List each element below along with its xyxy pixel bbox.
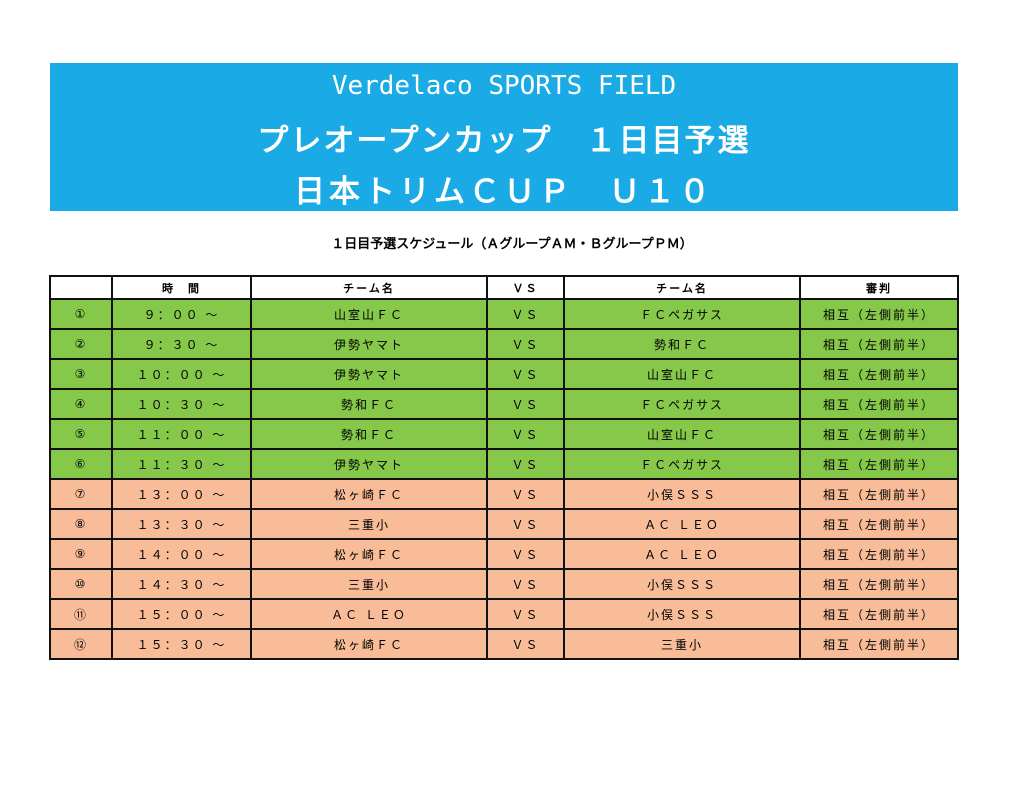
team-away: 小俣ＳＳＳ bbox=[563, 568, 801, 600]
venue-title: Verdelaco SPORTS FIELD bbox=[331, 71, 677, 101]
referee-cell: 相互（左側前半） bbox=[799, 298, 959, 330]
event-title: プレオープンカップ １日目予選 bbox=[257, 123, 751, 159]
table-row: ⑩ １４：３０ ～三重小 ＶＳ 小俣ＳＳＳ 相互（左側前半） bbox=[49, 568, 959, 600]
match-number: ⑧ bbox=[49, 508, 113, 540]
team-away: 山室山ＦＣ bbox=[563, 418, 801, 450]
title-banner: Verdelaco SPORTS FIELD プレオープンカップ １日目予選 日… bbox=[50, 63, 958, 211]
referee-cell: 相互（左側前半） bbox=[799, 508, 959, 540]
table-row: ⑫ １５：３０ ～松ヶ崎ＦＣ ＶＳ 三重小 相互（左側前半） bbox=[49, 628, 959, 660]
vs-label: ＶＳ bbox=[486, 628, 565, 660]
vs-label: ＶＳ bbox=[486, 358, 565, 390]
match-number: ⑤ bbox=[49, 418, 113, 450]
match-number: ⑪ bbox=[49, 598, 113, 630]
match-time: １３：００ ～ bbox=[111, 478, 252, 510]
vs-label: ＶＳ bbox=[486, 508, 565, 540]
referee-cell: 相互（左側前半） bbox=[799, 628, 959, 660]
header-team1: チーム名 bbox=[250, 275, 488, 300]
match-number: ⑨ bbox=[49, 538, 113, 570]
referee-cell: 相互（左側前半） bbox=[799, 538, 959, 570]
table-row: ③ １０：００ ～伊勢ヤマト ＶＳ 山室山ＦＣ 相互（左側前半） bbox=[49, 358, 959, 390]
header-referee: 審判 bbox=[799, 275, 959, 300]
referee-cell: 相互（左側前半） bbox=[799, 568, 959, 600]
team-away: 三重小 bbox=[563, 628, 801, 660]
match-time: １０：００ ～ bbox=[111, 358, 252, 390]
table-row: ④ １０：３０ ～勢和ＦＣ ＶＳ ＦＣペガサス 相互（左側前半） bbox=[49, 388, 959, 420]
match-number: ③ bbox=[49, 358, 113, 390]
table-row: ⑨ １４：００ ～松ヶ崎ＦＣ ＶＳ ＡＣ ＬＥＯ 相互（左側前半） bbox=[49, 538, 959, 570]
match-time: １４：３０ ～ bbox=[111, 568, 252, 600]
match-time: １３：３０ ～ bbox=[111, 508, 252, 540]
table-row: ⑦ １３：００ ～松ヶ崎ＦＣ ＶＳ 小俣ＳＳＳ 相互（左側前半） bbox=[49, 478, 959, 510]
vs-label: ＶＳ bbox=[486, 538, 565, 570]
match-number: ① bbox=[49, 298, 113, 330]
header-time: 時 間 bbox=[111, 275, 252, 300]
referee-cell: 相互（左側前半） bbox=[799, 448, 959, 480]
referee-cell: 相互（左側前半） bbox=[799, 598, 959, 630]
table-row: ⑧ １３：３０ ～三重小 ＶＳ ＡＣ ＬＥＯ 相互（左側前半） bbox=[49, 508, 959, 540]
match-time: １５：００ ～ bbox=[111, 598, 252, 630]
header-vs: ＶＳ bbox=[486, 275, 565, 300]
table-row: ① ９：００ ～山室山ＦＣ ＶＳ ＦＣペガサス 相互（左側前半） bbox=[49, 298, 959, 330]
team-away: 勢和ＦＣ bbox=[563, 328, 801, 360]
vs-label: ＶＳ bbox=[486, 598, 565, 630]
referee-cell: 相互（左側前半） bbox=[799, 328, 959, 360]
match-time: １１：３０ ～ bbox=[111, 448, 252, 480]
vs-label: ＶＳ bbox=[486, 388, 565, 420]
team-home: 伊勢ヤマト bbox=[250, 358, 488, 390]
match-time: ９：００ ～ bbox=[111, 298, 252, 330]
match-time: １１：００ ～ bbox=[111, 418, 252, 450]
team-home: 伊勢ヤマト bbox=[250, 448, 488, 480]
match-time: ９：３０ ～ bbox=[111, 328, 252, 360]
team-away: ＦＣペガサス bbox=[563, 298, 801, 330]
match-number: ⑩ bbox=[49, 568, 113, 600]
match-number: ⑦ bbox=[49, 478, 113, 510]
match-number: ⑫ bbox=[49, 628, 113, 660]
team-away: ＦＣペガサス bbox=[563, 448, 801, 480]
schedule-subtitle: １日目予選スケジュール（ＡグループＡＭ・ＢグループＰＭ） bbox=[331, 237, 693, 252]
referee-cell: 相互（左側前半） bbox=[799, 418, 959, 450]
team-away: 小俣ＳＳＳ bbox=[563, 598, 801, 630]
team-home: 勢和ＦＣ bbox=[250, 418, 488, 450]
team-home: ＡＣ ＬＥＯ bbox=[250, 598, 488, 630]
table-header-row: 時 間 チーム名 ＶＳ チーム名 審判 bbox=[49, 275, 959, 300]
referee-cell: 相互（左側前半） bbox=[799, 478, 959, 510]
team-home: 伊勢ヤマト bbox=[250, 328, 488, 360]
header-team2: チーム名 bbox=[563, 275, 801, 300]
referee-cell: 相互（左側前半） bbox=[799, 358, 959, 390]
header-number bbox=[49, 275, 113, 300]
team-home: 松ヶ崎ＦＣ bbox=[250, 538, 488, 570]
team-away: ＡＣ ＬＥＯ bbox=[563, 538, 801, 570]
match-number: ⑥ bbox=[49, 448, 113, 480]
team-home: 三重小 bbox=[250, 508, 488, 540]
cup-title: 日本トリムＣＵＰ Ｕ１０ bbox=[294, 174, 714, 210]
team-home: 山室山ＦＣ bbox=[250, 298, 488, 330]
referee-cell: 相互（左側前半） bbox=[799, 388, 959, 420]
vs-label: ＶＳ bbox=[486, 418, 565, 450]
schedule-table: 時 間 チーム名 ＶＳ チーム名 審判 ① ９：００ ～山室山ＦＣ ＶＳ ＦＣペガサス… bbox=[49, 275, 959, 660]
vs-label: ＶＳ bbox=[486, 298, 565, 330]
match-time: １０：３０ ～ bbox=[111, 388, 252, 420]
team-home: 松ヶ崎ＦＣ bbox=[250, 478, 488, 510]
match-time: １４：００ ～ bbox=[111, 538, 252, 570]
vs-label: ＶＳ bbox=[486, 448, 565, 480]
table-row: ② ９：３０ ～伊勢ヤマト ＶＳ 勢和ＦＣ 相互（左側前半） bbox=[49, 328, 959, 360]
vs-label: ＶＳ bbox=[486, 478, 565, 510]
team-away: ＡＣ ＬＥＯ bbox=[563, 508, 801, 540]
team-home: 三重小 bbox=[250, 568, 488, 600]
team-away: 小俣ＳＳＳ bbox=[563, 478, 801, 510]
match-number: ④ bbox=[49, 388, 113, 420]
table-row: ⑪ １５：００ ～ ＡＣ ＬＥＯ ＶＳ 小俣ＳＳＳ 相互（左側前半） bbox=[49, 598, 959, 630]
match-time: １５：３０ ～ bbox=[111, 628, 252, 660]
table-row: ⑥ １１：３０ ～伊勢ヤマト ＶＳ ＦＣペガサス 相互（左側前半） bbox=[49, 448, 959, 480]
team-away: ＦＣペガサス bbox=[563, 388, 801, 420]
team-home: 勢和ＦＣ bbox=[250, 388, 488, 420]
match-number: ② bbox=[49, 328, 113, 360]
vs-label: ＶＳ bbox=[486, 328, 565, 360]
table-row: ⑤ １１：００ ～勢和ＦＣ ＶＳ 山室山ＦＣ 相互（左側前半） bbox=[49, 418, 959, 450]
team-away: 山室山ＦＣ bbox=[563, 358, 801, 390]
team-home: 松ヶ崎ＦＣ bbox=[250, 628, 488, 660]
vs-label: ＶＳ bbox=[486, 568, 565, 600]
